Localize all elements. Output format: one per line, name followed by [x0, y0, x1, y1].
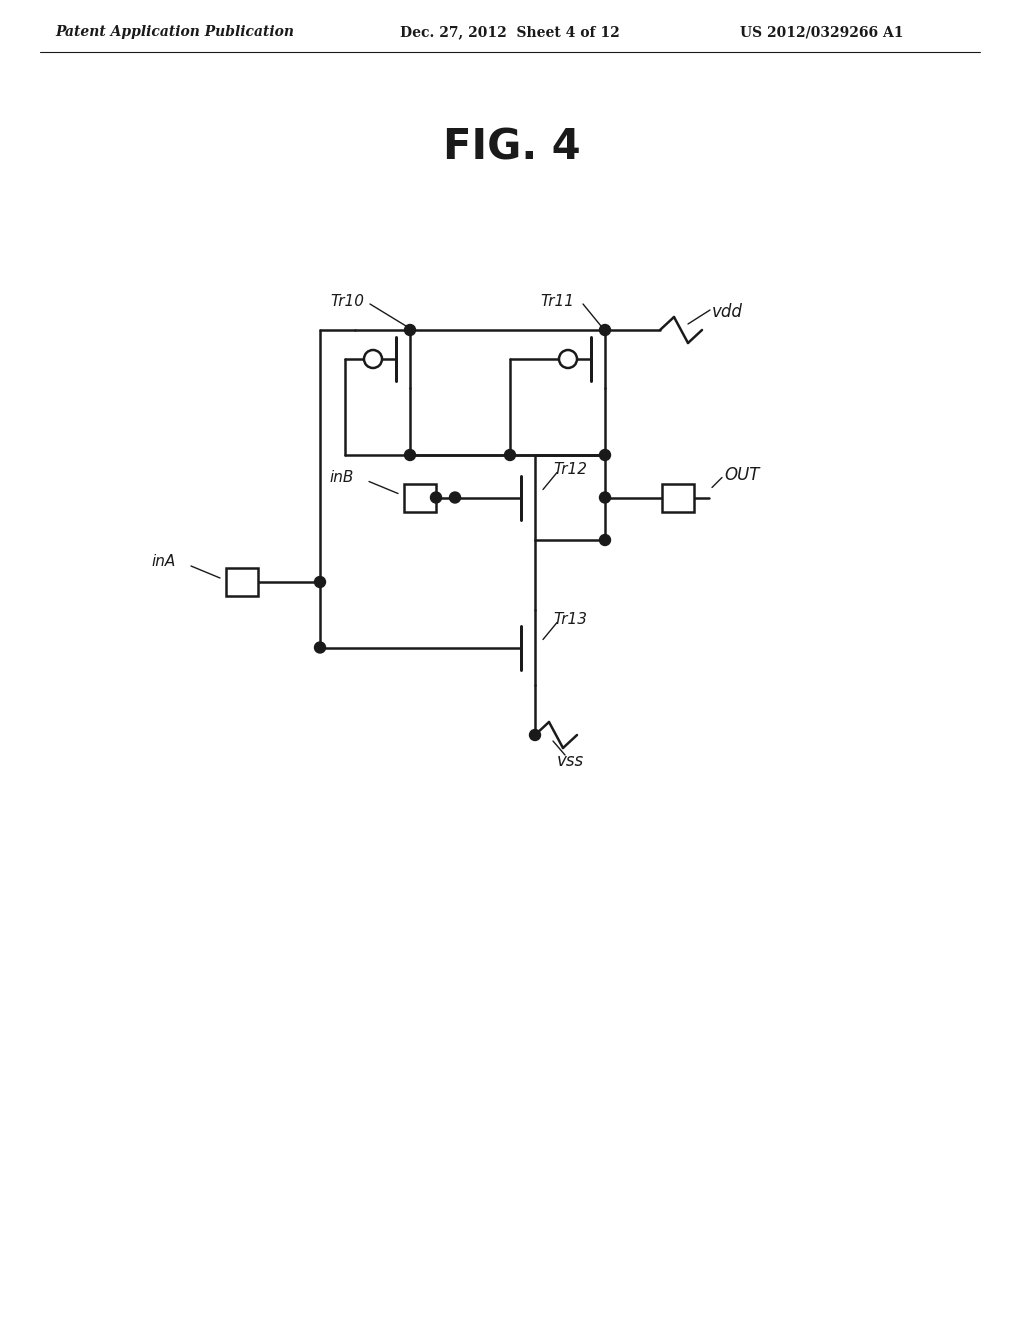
- Circle shape: [559, 350, 577, 368]
- Text: Tr13: Tr13: [553, 612, 587, 627]
- Circle shape: [404, 450, 416, 461]
- Circle shape: [404, 325, 416, 335]
- Text: inA: inA: [151, 554, 175, 569]
- Circle shape: [599, 325, 610, 335]
- Text: Tr11: Tr11: [540, 294, 574, 309]
- Text: vss: vss: [557, 752, 584, 770]
- Circle shape: [505, 450, 515, 461]
- Circle shape: [314, 577, 326, 587]
- Circle shape: [599, 492, 610, 503]
- Bar: [404, 483, 436, 512]
- Circle shape: [450, 492, 461, 503]
- Text: FIG. 4: FIG. 4: [443, 127, 581, 169]
- Bar: [226, 568, 258, 597]
- Text: US 2012/0329266 A1: US 2012/0329266 A1: [740, 25, 903, 40]
- Circle shape: [314, 642, 326, 653]
- Circle shape: [529, 730, 541, 741]
- Circle shape: [430, 492, 441, 503]
- Text: OUT: OUT: [724, 466, 760, 484]
- Circle shape: [599, 535, 610, 545]
- Bar: [662, 483, 694, 512]
- Text: Tr10: Tr10: [330, 294, 364, 309]
- Circle shape: [364, 350, 382, 368]
- Text: Tr12: Tr12: [553, 462, 587, 477]
- Text: vdd: vdd: [712, 304, 742, 321]
- Text: Dec. 27, 2012  Sheet 4 of 12: Dec. 27, 2012 Sheet 4 of 12: [400, 25, 620, 40]
- Circle shape: [599, 450, 610, 461]
- Text: inB: inB: [329, 470, 353, 484]
- Text: Patent Application Publication: Patent Application Publication: [55, 25, 294, 40]
